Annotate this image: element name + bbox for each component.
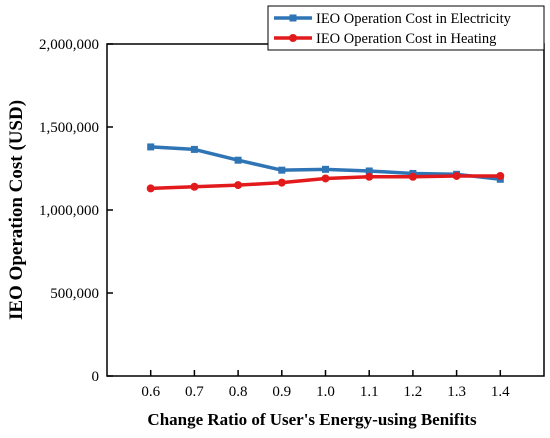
x-axis-title: Change Ratio of User's Energy-using Beni…	[147, 410, 477, 429]
legend-box	[267, 5, 545, 51]
data-point	[190, 145, 198, 153]
y-tick-label: 2,000,000	[39, 37, 99, 53]
y-tick-label: 0	[92, 369, 100, 385]
plot-border	[106, 43, 545, 377]
data-point	[146, 184, 155, 193]
y-axis-title: IEO Operation Cost (USD)	[6, 100, 27, 320]
data-point	[147, 143, 155, 151]
data-point	[234, 181, 243, 190]
data-point	[408, 172, 417, 181]
y-tick-label: 500,000	[50, 286, 99, 302]
series-2	[146, 171, 505, 193]
y-axis: 0 500,000 1,000,000 1,500,000 2,000,000	[39, 37, 113, 385]
data-point	[496, 171, 505, 180]
data-point	[365, 172, 374, 181]
x-axis: 0.6 0.7 0.8 0.9 1.0 1.1 1.2 1.3 1.4	[141, 370, 510, 400]
legend-item: IEO Operation Cost in Electricity	[274, 11, 512, 27]
x-tick-label: 1.2	[404, 384, 423, 400]
data-point	[322, 165, 329, 173]
data-point	[234, 156, 242, 164]
x-tick-label: 0.8	[229, 384, 248, 400]
data-point	[277, 178, 286, 187]
data-point	[365, 167, 373, 175]
legend-marker	[289, 14, 297, 22]
y-tick-label: 1,500,000	[39, 120, 99, 136]
data-point	[278, 166, 286, 174]
x-tick-label: 1.0	[316, 384, 335, 400]
plot-frame	[106, 43, 545, 377]
data-point	[190, 182, 199, 191]
data-point	[452, 171, 461, 180]
x-tick-label: 0.9	[272, 384, 291, 400]
x-tick-label: 1.1	[360, 384, 379, 400]
legend: IEO Operation Cost in Electricity IEO Ope…	[267, 5, 545, 51]
legend-item: IEO Operation Cost in Heating	[274, 31, 496, 47]
y-tick-label: 1,000,000	[39, 203, 99, 219]
x-tick-label: 0.6	[141, 384, 160, 400]
x-tick-label: 1.3	[447, 384, 466, 400]
legend-label: IEO Operation Cost in Heating	[316, 31, 496, 47]
legend-marker	[289, 34, 297, 42]
data-point	[321, 174, 330, 183]
legend-label: IEO Operation Cost in Electricity	[316, 11, 512, 27]
x-tick-label: 0.7	[185, 384, 204, 400]
x-tick-label: 1.4	[491, 384, 510, 400]
series-layer	[146, 143, 505, 193]
